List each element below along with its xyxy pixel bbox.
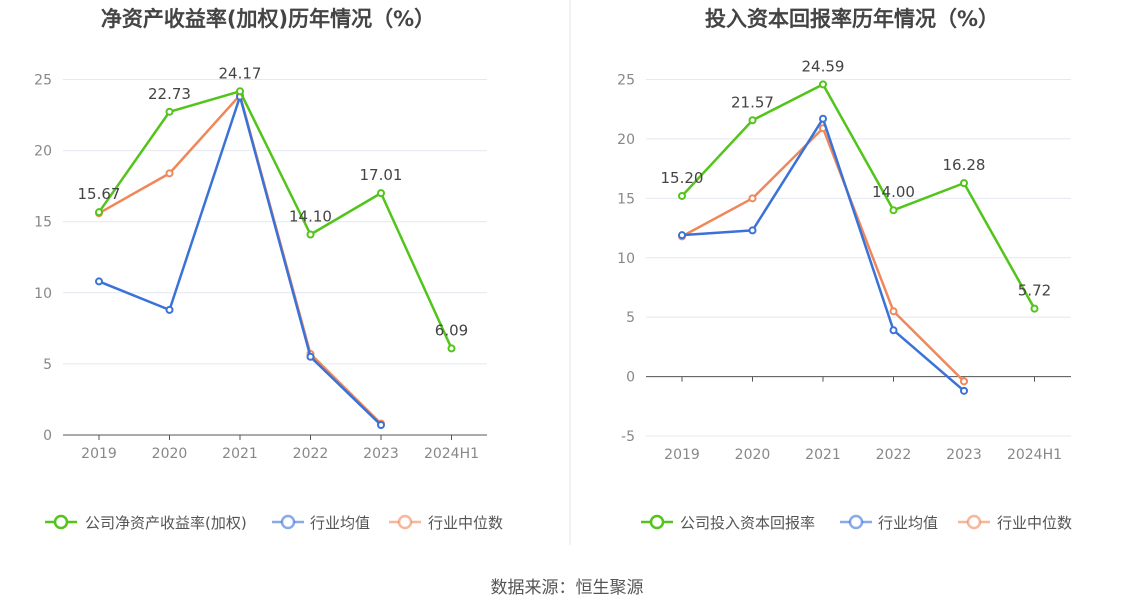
legend-marker: [966, 514, 982, 530]
legend-marker: [397, 514, 413, 530]
data-point: [447, 344, 456, 353]
x-tick-label: 2024H1: [1007, 447, 1062, 463]
legend-marker: [848, 514, 864, 530]
x-tick-label: 2024H1: [424, 446, 479, 462]
y-tick-label: 5: [43, 357, 52, 373]
legend-label: 行业中位数: [997, 514, 1072, 532]
data-label: 5.72: [1018, 282, 1051, 300]
legend-label: 行业均值: [878, 514, 938, 532]
legend-label: 行业中位数: [428, 514, 503, 532]
data-point: [748, 226, 757, 235]
data-point: [889, 307, 898, 316]
data-label: 22.73: [148, 85, 191, 103]
x-tick-label: 2021: [805, 447, 841, 463]
x-tick-label: 2019: [81, 446, 117, 462]
y-tick-label: 20: [34, 144, 52, 160]
y-tick-label: 15: [34, 215, 52, 231]
data-label: 24.17: [219, 64, 262, 82]
y-tick-label: 20: [617, 132, 635, 148]
data-label: 15.20: [661, 169, 704, 187]
data-point: [960, 377, 968, 386]
data-point: [95, 277, 103, 286]
data-label: 14.10: [289, 207, 332, 225]
data-point: [678, 231, 686, 240]
data-label: 17.01: [360, 166, 403, 184]
data-point: [306, 230, 315, 239]
data-label: 15.67: [78, 185, 121, 203]
legend-marker: [649, 514, 665, 530]
x-tick-label: 2021: [222, 446, 258, 462]
legend-label: 公司投入资本回报率: [680, 514, 815, 532]
data-point: [819, 80, 827, 89]
x-tick-label: 2022: [876, 447, 912, 463]
data-point: [95, 208, 103, 217]
data-point: [236, 87, 244, 96]
data-label: 16.28: [943, 156, 986, 174]
y-tick-label: -5: [621, 429, 635, 445]
series-line: [681, 117, 965, 392]
series-line: [98, 93, 382, 425]
data-point: [889, 326, 898, 335]
x-tick-label: 2022: [293, 446, 329, 462]
data-label: 21.57: [731, 93, 774, 111]
y-tick-label: 15: [617, 191, 635, 207]
y-tick-label: 0: [626, 370, 635, 386]
data-label: 14.00: [872, 183, 915, 201]
data-point: [889, 206, 898, 215]
data-point: [960, 179, 968, 188]
data-point: [165, 305, 174, 314]
data-point: [748, 116, 757, 125]
x-tick-label: 2020: [735, 447, 771, 463]
chart-title: 净资产收益率(加权)历年情况（%）: [101, 7, 435, 31]
y-tick-label: 25: [34, 73, 52, 89]
x-tick-label: 2019: [664, 447, 700, 463]
data-point: [678, 191, 686, 200]
legend-marker: [53, 514, 69, 530]
y-tick-label: 25: [617, 73, 635, 89]
data-point: [306, 352, 315, 361]
x-tick-label: 2023: [946, 447, 982, 463]
data-point: [377, 421, 385, 430]
x-tick-label: 2020: [152, 446, 188, 462]
data-label: 6.09: [435, 321, 468, 339]
data-point: [1030, 304, 1039, 313]
y-tick-label: 10: [617, 251, 635, 267]
series-line: [681, 126, 965, 383]
data-point: [165, 107, 174, 116]
roe-chart: 净资产收益率(加权)历年情况（%） 0 5 10 15 20 25 2019 2020 2021…: [34, 7, 503, 532]
legend-label: 公司净资产收益率(加权): [85, 514, 247, 532]
data-point: [819, 114, 827, 123]
x-tick-label: 2023: [363, 446, 399, 462]
data-point: [960, 386, 968, 395]
data-label: 24.59: [802, 57, 845, 75]
data-point: [377, 189, 385, 198]
data-point: [165, 169, 174, 178]
data-source: 数据来源：恒生聚源: [491, 578, 644, 598]
data-point: [748, 194, 757, 203]
series-line: [98, 95, 382, 426]
series-line: [97, 90, 453, 349]
legend-label: 行业均值: [310, 514, 370, 532]
legend-marker: [280, 514, 296, 530]
y-tick-label: 0: [43, 428, 52, 444]
y-tick-label: 10: [34, 286, 52, 302]
roic-chart: 投入资本回报率历年情况（%） -5 0 5 10 15 20 25 2019 2020 2021 2…: [617, 7, 1072, 532]
series-line: [681, 83, 1036, 310]
y-tick-label: 5: [626, 310, 635, 326]
chart-title: 投入资本回报率历年情况（%）: [705, 7, 999, 31]
